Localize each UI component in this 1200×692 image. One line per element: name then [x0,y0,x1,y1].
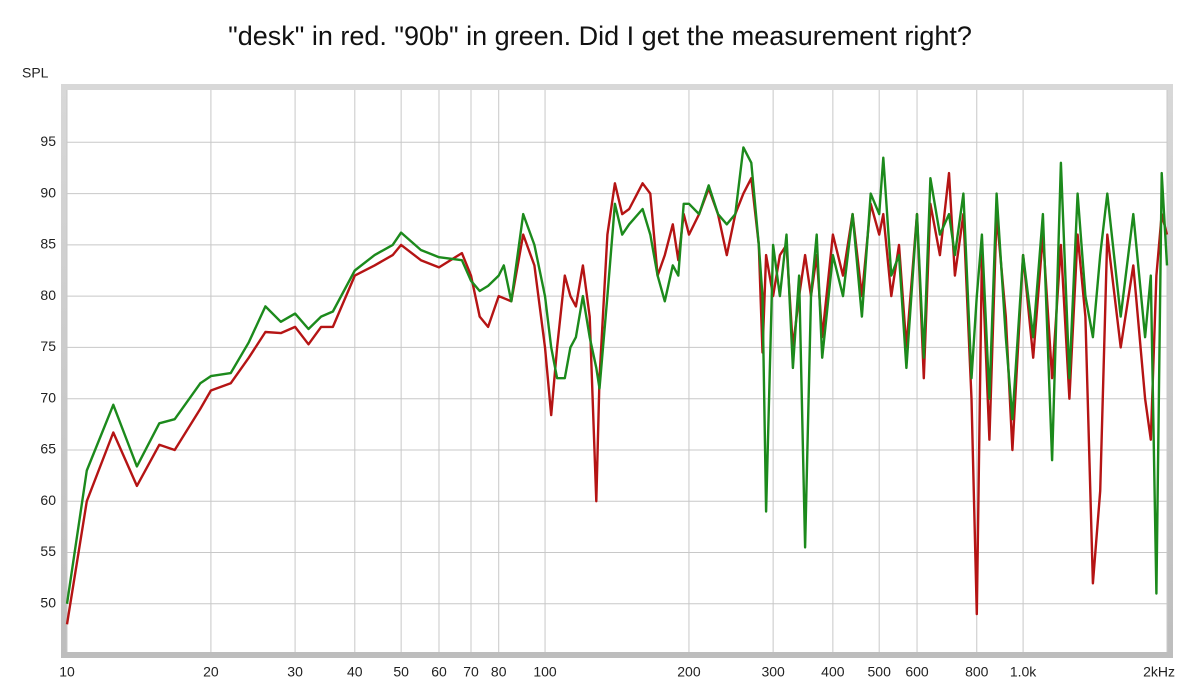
y-tick-label: 50 [40,595,56,611]
x-tick-label: 80 [491,664,507,680]
y-tick-label: 70 [40,389,56,405]
plot-area [67,90,1167,652]
x-tick-label: 200 [677,664,701,680]
y-tick-label: 80 [40,287,56,303]
x-tick-label: 30 [287,664,303,680]
y-tick-label: 75 [40,338,56,354]
y-tick-label: 90 [40,184,56,200]
y-tick-label: 55 [40,543,56,559]
x-tick-label: 40 [347,664,363,680]
lines [65,146,1169,625]
y-tick-label: 85 [40,236,56,252]
x-tick-label: 1.0k [1010,664,1037,680]
x-tick-label: 20 [203,664,219,680]
x-tick-label: 600 [905,664,929,680]
y-tick-label: 65 [40,441,56,457]
labels: 50 55 60 65 70 75 80 85 90 95 10 20 30 40 50 60 70 80 100 2… [40,133,1175,680]
x-tick-label: 2kHz [1143,664,1175,680]
series-line [65,146,1169,604]
y-tick-label: 95 [40,133,56,149]
y-tick-label: 60 [40,492,56,508]
x-tick-label: 100 [533,664,557,680]
x-tick-label: 60 [431,664,447,680]
x-tick-label: 500 [868,664,892,680]
x-tick-label: 800 [965,664,989,680]
x-tick-label: 10 [59,664,75,680]
x-tick-label: 70 [463,664,479,680]
x-tick-label: 50 [393,664,409,680]
chart-title: "desk" in red. "90b" in green. Did I get… [228,21,972,51]
x-tick-label: 300 [761,664,785,680]
grid [66,90,1168,652]
x-tick-label: 400 [821,664,845,680]
y-axis-label: SPL [22,65,49,81]
